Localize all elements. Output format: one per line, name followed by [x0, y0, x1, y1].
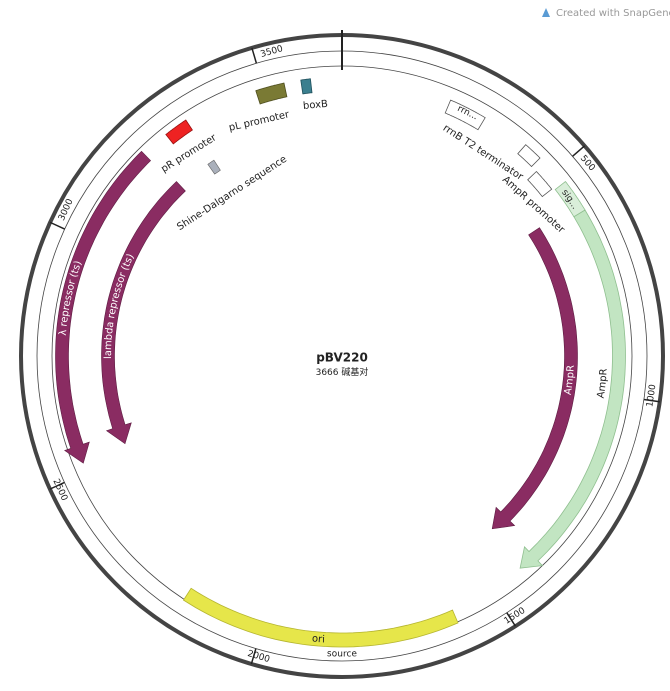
- lambda-repressor-arrow: [55, 150, 152, 464]
- feature-label: pL promoter: [228, 109, 291, 134]
- feature-label: Shine-Dalgarno sequence: [175, 154, 289, 233]
- signal-band: [554, 180, 586, 218]
- boxb-box: [300, 78, 313, 95]
- tick-mark: [250, 648, 257, 665]
- tick-mark: [49, 481, 65, 490]
- feature-label-path-text: ori: [311, 633, 325, 645]
- feature-label-path-text: source: [327, 649, 358, 659]
- feature-label-path-text: AmpR: [563, 365, 577, 396]
- tick-mark: [572, 145, 586, 157]
- feature-label: boxB: [303, 99, 329, 112]
- size-number: 3666: [316, 368, 339, 378]
- watermark: Created with SnapGene: [556, 8, 670, 19]
- feature-label: AmpR: [596, 368, 610, 399]
- ampr-arrow: [519, 209, 626, 569]
- terminator-box: [444, 99, 486, 131]
- ampr-promoter-box: [517, 144, 541, 168]
- feature-label: source: [327, 649, 358, 659]
- plasmid-size: 3666 碱基对: [316, 366, 369, 378]
- tick-mark: [506, 612, 517, 627]
- shine-dalgarno-box: [207, 159, 221, 175]
- feature-label: AmpR: [563, 365, 577, 396]
- snapgene-icon: [542, 8, 550, 17]
- tick-mark: [49, 221, 65, 230]
- tick-mark: [643, 398, 660, 403]
- ampr-promoter-box: [527, 170, 553, 198]
- tick-label: 1500: [503, 606, 528, 627]
- pl-promoter-box: [255, 82, 288, 105]
- lambda-repressor-arrow: [101, 181, 186, 445]
- plasmid-name: pBV220: [316, 351, 368, 365]
- feature-label: ori: [311, 633, 325, 645]
- ampr-arrow: [491, 227, 578, 530]
- ori-band: [182, 587, 459, 648]
- tick-label: 1000: [645, 383, 658, 407]
- tick-mark: [251, 47, 258, 64]
- feature-label: pR promoter: [159, 132, 219, 175]
- feature-label: rrnB T2 terminator: [441, 123, 526, 183]
- pr-promoter-box: [165, 119, 193, 145]
- feature-label-path-text: AmpR: [596, 368, 610, 399]
- snapgene-badge: Created with SnapGene: [542, 8, 670, 19]
- size-unit: 碱基对: [341, 366, 368, 378]
